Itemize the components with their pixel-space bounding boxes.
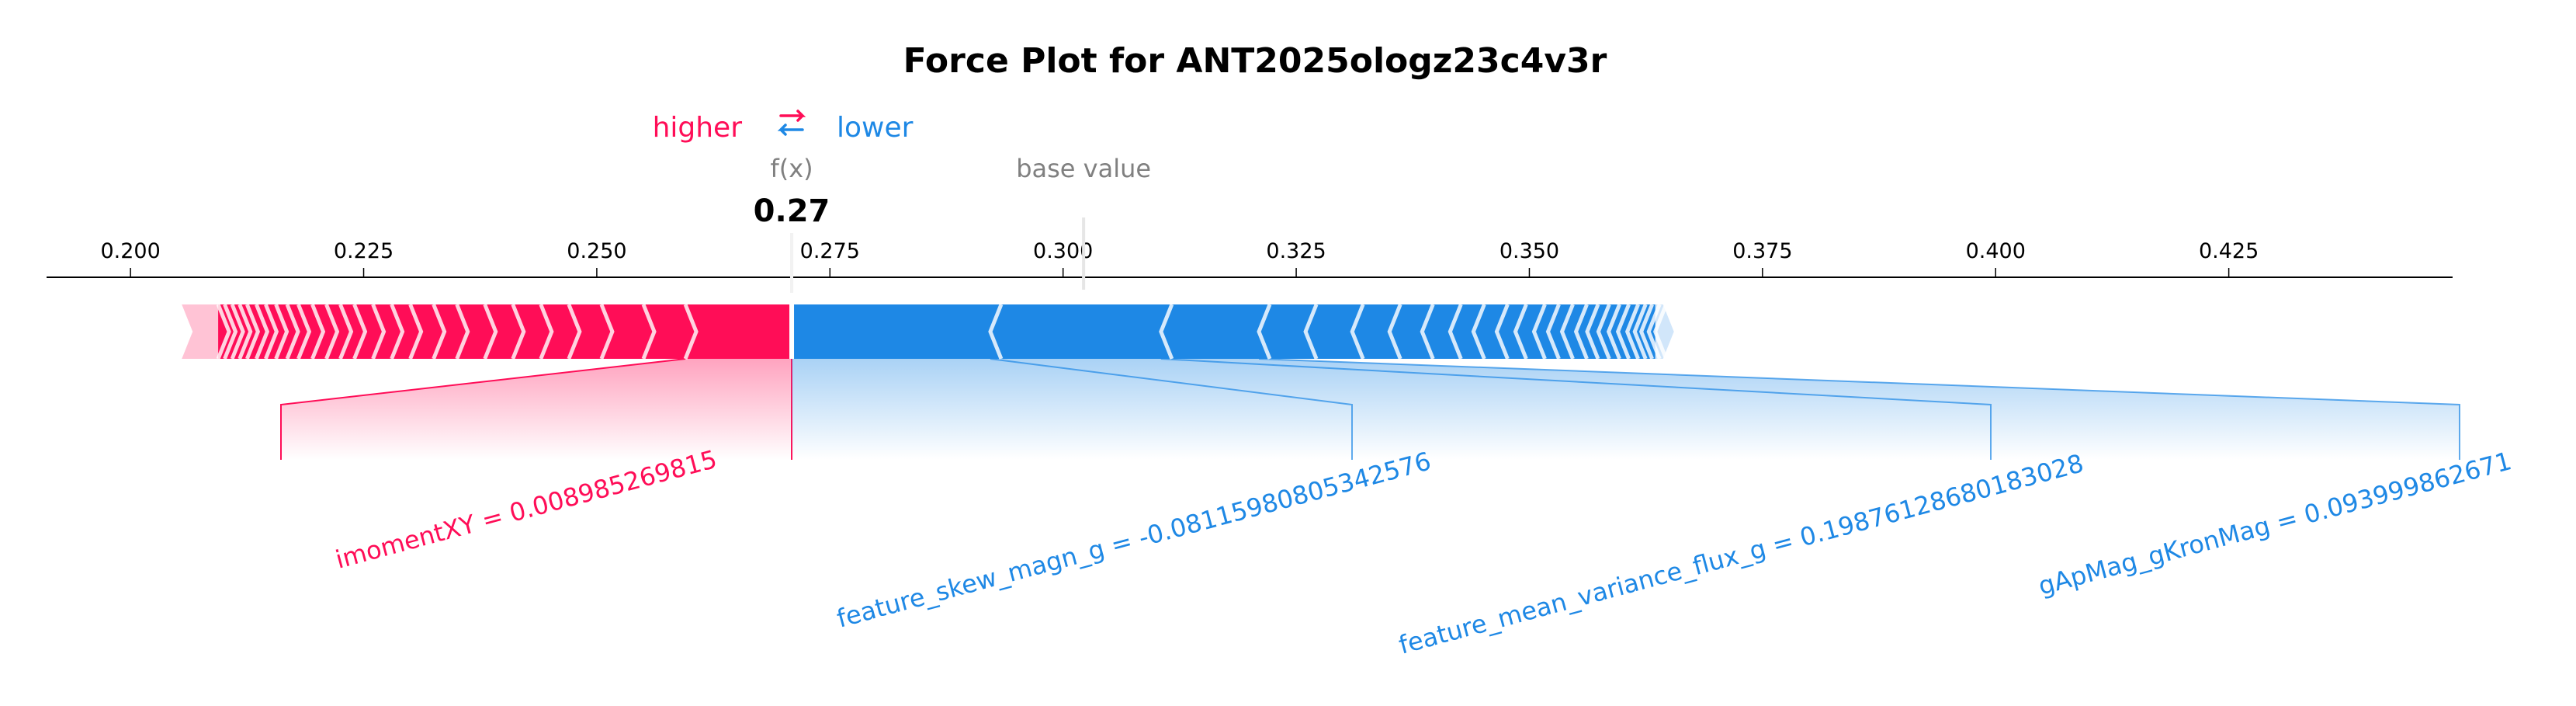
positive-feature-separator [338,304,354,360]
x-tick-label: 0.325 [1266,239,1326,263]
negative-feature-separator [988,304,1004,360]
negative-feature-separator [1615,304,1631,360]
x-axis: 0.200 0.225 0.250 0.275 0.300 0.325 0.350 0.375… [47,217,2453,293]
negative-feature-separator [1652,304,1668,360]
negative-feature-label: gApMag_gKronMag = 0.093999862671 [2035,446,2515,601]
x-tick-label: 0.225 [334,239,394,263]
negative-feature-separator [1632,304,1648,360]
positive-feature-separator [310,304,326,360]
negative-feature-separator [1420,304,1435,360]
x-tick-label: 0.200 [100,239,160,263]
negative-feature-shade [990,359,1991,460]
legend-higher: higher [653,112,743,144]
positive-feature-separator [245,304,261,360]
x-tick-label: 0.375 [1732,239,1792,263]
positive-feature-separator [408,304,424,360]
base-value-label: base value [1016,154,1151,183]
positive-feature-separator [683,304,699,360]
positive-feature-separator [567,304,582,360]
positive-feature-separator [324,304,340,360]
positive-feature-separator [274,304,289,360]
positive-feature-label: imomentXY = 0.008985269815 [332,444,719,575]
feature-connectors [280,358,2460,460]
negative-feature-separator [1573,304,1589,360]
negative-feature-label: feature_mean_variance_flux_g = 0.1987612… [1395,448,2086,660]
legend-lower: lower [837,112,914,144]
negative-feature-separator [1638,304,1654,360]
negative-feature-separator [1559,304,1575,360]
positive-feature-separator [390,304,405,360]
negative-feature-separator [1471,304,1486,360]
negative-feature-separator [1646,304,1662,360]
negative-feature-separator [1624,304,1640,360]
negative-feature-separator [1596,304,1611,360]
negative-feature-separator [1387,304,1402,360]
negative-feature-separator [1606,304,1621,360]
positive-tail [182,304,219,359]
positive-feature-separator [371,304,387,360]
negative-feature-shade [1160,359,2460,460]
negative-feature-label: feature_skew_magn_g = -0.081159808053425… [834,446,1434,633]
negative-feature-separator [1513,304,1528,360]
x-tick-label: 0.400 [1966,239,2026,263]
positive-feature-separator [511,304,526,360]
positive-feature-separator [539,304,554,360]
x-tick-label: 0.250 [567,239,626,263]
positive-bar [218,304,792,359]
chart-title: Force Plot for ANT2025ologz23c4v3r [903,41,1607,81]
legend: higher lower [653,110,914,144]
negative-feature-separator [1494,304,1510,360]
force-bars [182,304,1674,360]
positive-feature-separator [599,304,615,360]
fx-label: f(x) [770,154,813,183]
negative-feature-separator [1257,304,1272,360]
negative-feature-separator [1585,304,1600,360]
negative-feature-separator [1350,304,1365,360]
negative-feature-separator [1447,304,1463,360]
swap-arrows-icon [777,110,806,136]
negative-feature-shade [792,359,1352,460]
positive-feature-shade [281,359,792,460]
positive-feature-separator [483,304,498,360]
negative-feature-separator [1159,304,1174,360]
fx-value: 0.27 [754,193,830,229]
positive-feature-connector [280,358,686,460]
positive-feature-separator [255,304,270,360]
positive-feature-separator [432,304,447,360]
negative-feature-separator [1545,304,1561,360]
x-tick-label: 0.275 [800,239,860,263]
positive-feature-separator [641,304,657,360]
positive-feature-separator [285,304,300,360]
positive-feature-separator [230,304,245,360]
positive-feature-separator [455,304,470,360]
positive-feature-separator [216,304,231,360]
feature-labels: imomentXY = 0.008985269815 feature_skew_m… [332,444,2515,660]
positive-feature-separator [237,304,253,360]
negative-feature-separator [1531,304,1547,360]
x-tick-label: 0.425 [2199,239,2259,263]
x-tick-label: 0.350 [1499,239,1559,263]
positive-feature-separator [264,304,279,360]
positive-feature-separator [352,304,368,360]
positive-feature-separator [223,304,238,360]
negative-bar [792,304,1656,359]
positive-feature-separator [296,304,312,360]
negative-feature-separator [1303,304,1319,360]
negative-feature-connector [1258,358,2460,460]
